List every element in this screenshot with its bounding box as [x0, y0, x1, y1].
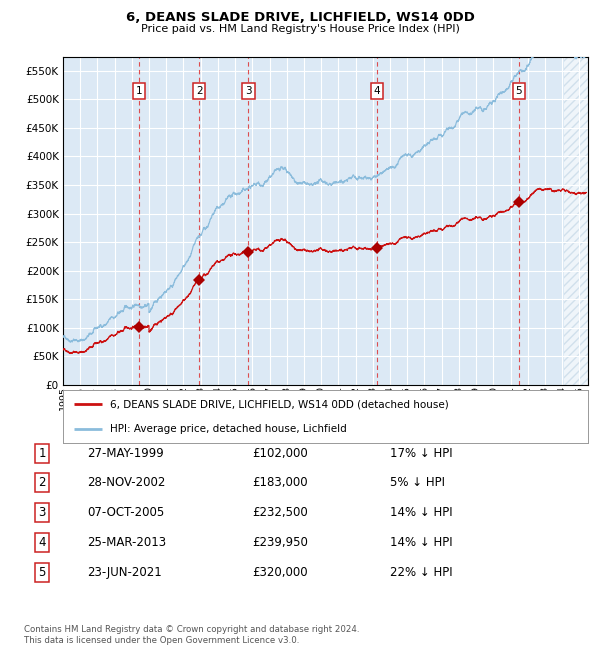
Text: 22% ↓ HPI: 22% ↓ HPI	[390, 566, 452, 579]
Text: 1: 1	[136, 86, 142, 96]
Text: 5: 5	[38, 566, 46, 579]
Text: 6, DEANS SLADE DRIVE, LICHFIELD, WS14 0DD: 6, DEANS SLADE DRIVE, LICHFIELD, WS14 0D…	[125, 11, 475, 24]
Text: £320,000: £320,000	[252, 566, 308, 579]
Text: £239,950: £239,950	[252, 536, 308, 549]
Text: 3: 3	[245, 86, 251, 96]
Text: 4: 4	[373, 86, 380, 96]
Text: £183,000: £183,000	[252, 476, 308, 489]
Text: 25-MAR-2013: 25-MAR-2013	[87, 536, 166, 549]
Text: £102,000: £102,000	[252, 447, 308, 460]
Text: 14% ↓ HPI: 14% ↓ HPI	[390, 506, 452, 519]
Text: 23-JUN-2021: 23-JUN-2021	[87, 566, 162, 579]
Text: 2: 2	[196, 86, 202, 96]
Text: Contains HM Land Registry data © Crown copyright and database right 2024.
This d: Contains HM Land Registry data © Crown c…	[24, 625, 359, 645]
Text: 5% ↓ HPI: 5% ↓ HPI	[390, 476, 445, 489]
Text: £232,500: £232,500	[252, 506, 308, 519]
Text: 07-OCT-2005: 07-OCT-2005	[87, 506, 164, 519]
Text: HPI: Average price, detached house, Lichfield: HPI: Average price, detached house, Lich…	[110, 424, 347, 434]
Text: 27-MAY-1999: 27-MAY-1999	[87, 447, 164, 460]
Text: 3: 3	[38, 506, 46, 519]
Text: 17% ↓ HPI: 17% ↓ HPI	[390, 447, 452, 460]
Text: 1: 1	[38, 447, 46, 460]
Text: 28-NOV-2002: 28-NOV-2002	[87, 476, 166, 489]
Text: 4: 4	[38, 536, 46, 549]
Bar	[563, 57, 588, 385]
Text: Price paid vs. HM Land Registry's House Price Index (HPI): Price paid vs. HM Land Registry's House …	[140, 24, 460, 34]
Text: 6, DEANS SLADE DRIVE, LICHFIELD, WS14 0DD (detached house): 6, DEANS SLADE DRIVE, LICHFIELD, WS14 0D…	[110, 399, 449, 410]
Text: 14% ↓ HPI: 14% ↓ HPI	[390, 536, 452, 549]
Text: 2: 2	[38, 476, 46, 489]
Text: 5: 5	[515, 86, 522, 96]
